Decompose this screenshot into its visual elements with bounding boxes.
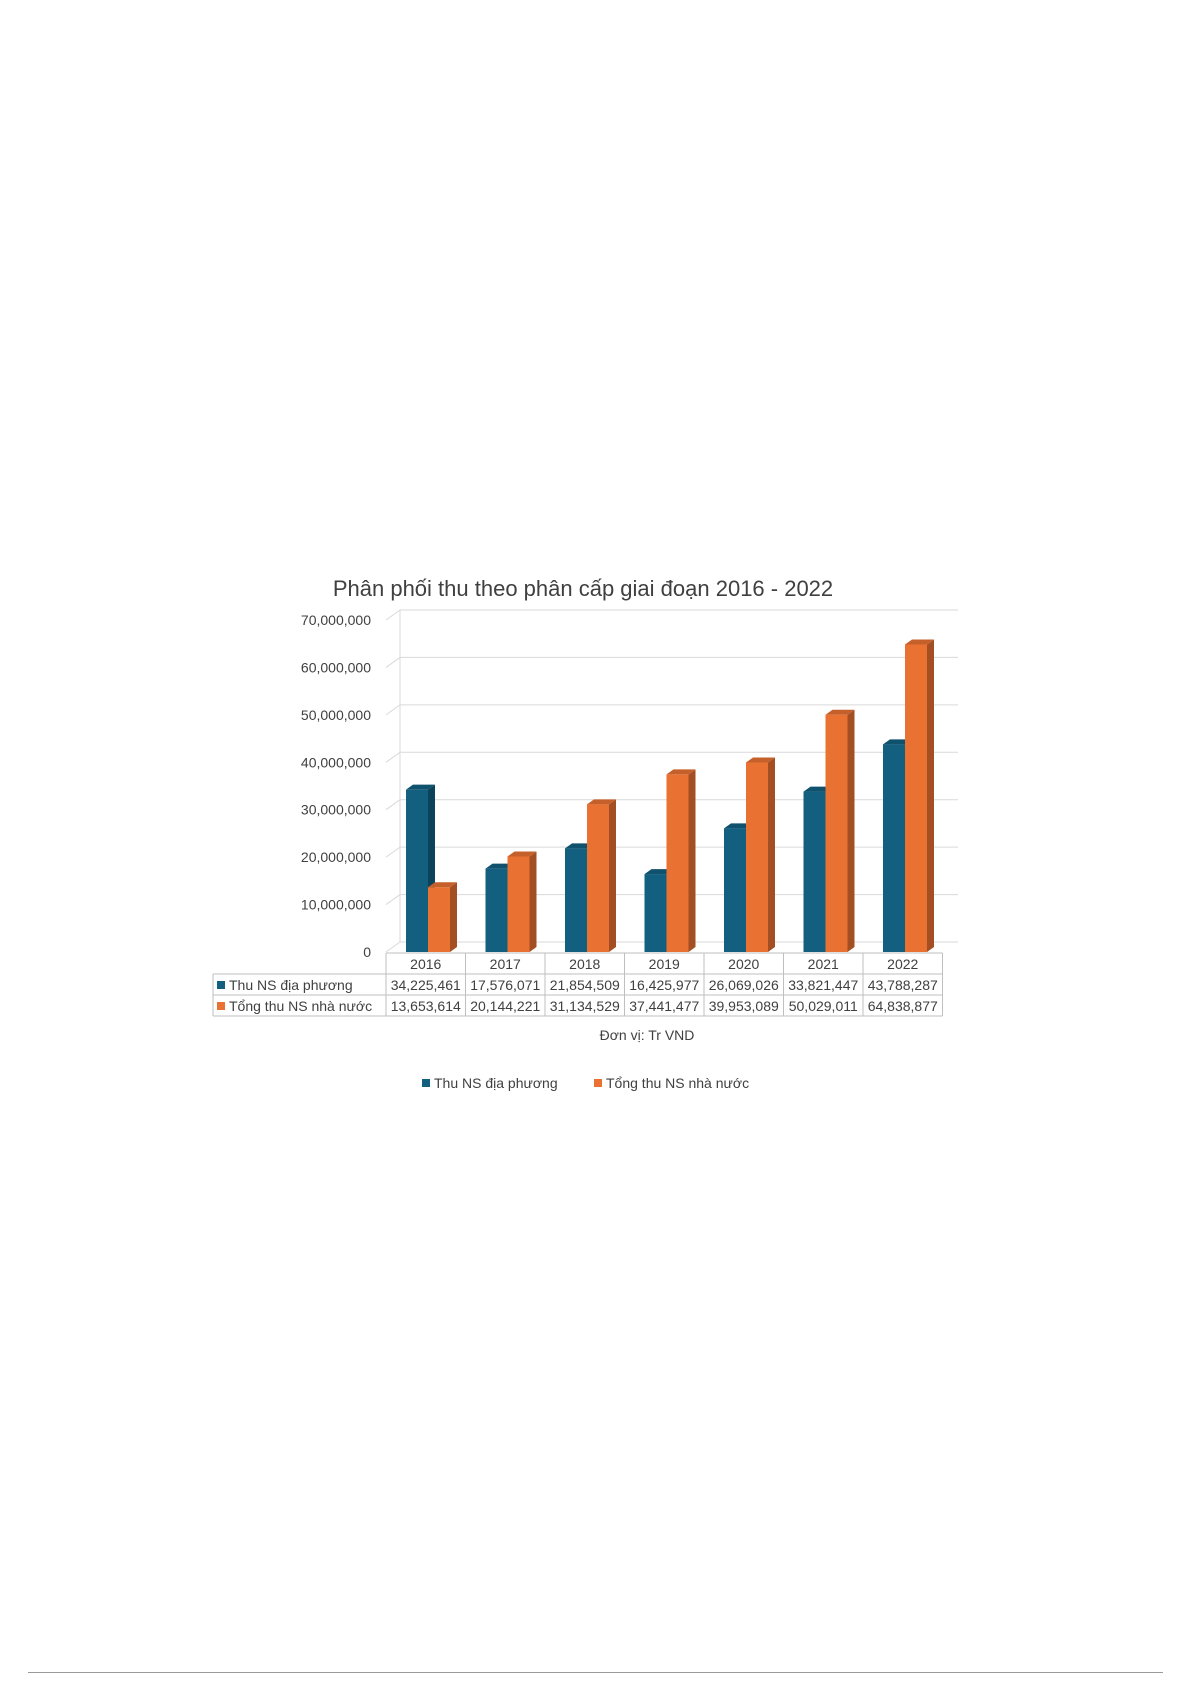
data-label: 21,854,509 [550,977,620,993]
bar-side [768,757,775,952]
page-bottom-rule [28,1672,1163,1673]
legend: Thu NS địa phương Tổng thu NS nhà nước [422,1075,749,1091]
bar-front [428,887,450,952]
bar-top [825,709,855,715]
bar-side [529,851,537,952]
data-label: 33,821,447 [788,977,858,993]
gridline-depth [385,657,401,668]
chart-title: Phân phối thu theo phân cấp giai đoạn 20… [333,576,833,601]
table-legend-key [217,1002,225,1010]
bar-front [724,828,746,952]
x-tick-label: 2021 [808,956,839,972]
data-label: 50,029,011 [789,998,858,1014]
data-label: 16,425,977 [629,977,699,993]
bar-front [666,774,689,952]
data-label: 64,838,877 [868,998,938,1014]
bar-top [507,851,537,857]
y-tick-label: 0 [363,944,371,960]
unit-note: Đơn vị: Tr VND [600,1027,695,1043]
bar-top [644,869,674,875]
y-tick-label: 50,000,000 [301,707,371,723]
y-tick-label: 40,000,000 [301,754,371,770]
bar-front [485,868,508,952]
y-tick-label: 60,000,000 [301,659,371,675]
bar-total-2021 [825,709,855,952]
bar-front [644,874,667,952]
data-label: 26,069,026 [709,977,779,993]
x-tick-label: 2019 [649,956,680,972]
bar-side [847,709,855,952]
bar-side [609,799,616,952]
data-label: 43,788,287 [868,977,938,993]
data-label: 13,653,614 [391,998,461,1014]
bar-side [450,882,457,952]
data-label: 37,441,477 [629,998,699,1014]
bar-front [746,762,768,952]
y-tick-label: 70,000,000 [301,612,371,628]
gridline-depth [385,704,401,716]
data-table: 2016 2017 2018 2019 2020 2021 2022 Thu NS địa p… [212,952,943,1017]
bar-total-2020 [746,757,775,952]
bar-top [724,823,753,829]
bar-side [927,639,934,952]
table-series-name: Tổng thu NS nhà nước [229,998,372,1014]
bar-top [428,882,457,888]
bar-top [485,863,515,869]
data-label: 17,576,071 [470,977,540,993]
x-tick-label: 2017 [490,956,521,972]
bar-top [746,757,775,763]
y-tick-label: 30,000,000 [301,802,371,818]
bar-top [905,639,934,645]
x-tick-label: 2018 [569,956,600,972]
data-label: 34,225,461 [391,977,461,993]
data-label: 20,144,221 [470,998,540,1014]
bar-total-2017 [507,851,537,952]
bar-top [587,799,616,805]
bar-top [666,769,696,775]
bar-top [883,739,912,745]
bars [406,639,934,952]
y-axis-ticks: 0 10,000,000 20,000,000 30,000,000 40,000,00… [301,612,371,960]
bar-front [803,791,826,952]
legend-label: Thu NS địa phương [434,1075,558,1091]
bar-front [905,644,927,952]
legend-key [594,1079,602,1087]
legend-key [422,1079,430,1087]
bar-front [565,848,587,952]
bar-total-2018 [587,799,616,952]
gridline-depth [385,846,401,858]
table-series-name: Thu NS địa phương [229,977,353,993]
bar-front [825,714,848,952]
x-tick-label: 2016 [410,956,441,972]
data-label: 39,953,089 [709,998,779,1014]
bar-top [565,843,594,849]
bar-total-2022 [905,639,934,952]
x-tick-label: 2022 [887,956,918,972]
gridline-depth [385,609,401,621]
bar-total-2016 [428,882,457,952]
x-tick-label: 2020 [728,956,759,972]
data-label: 31,134,529 [550,998,620,1014]
bar-front [507,856,530,952]
bar-front [883,744,905,952]
legend-label: Tổng thu NS nhà nước [606,1075,749,1091]
bar-front [406,789,428,952]
gridline-depth [385,799,401,811]
bar-total-2019 [666,769,696,952]
gridline-depth [385,751,401,763]
gridline-depth [385,894,401,905]
bar-top [406,784,435,790]
bar-top [803,786,833,792]
y-tick-label: 10,000,000 [301,897,371,913]
bar-front [587,804,609,952]
gridline-depth [385,941,401,953]
bar-side [688,769,696,952]
table-legend-key [217,981,225,989]
y-tick-label: 20,000,000 [301,849,371,865]
